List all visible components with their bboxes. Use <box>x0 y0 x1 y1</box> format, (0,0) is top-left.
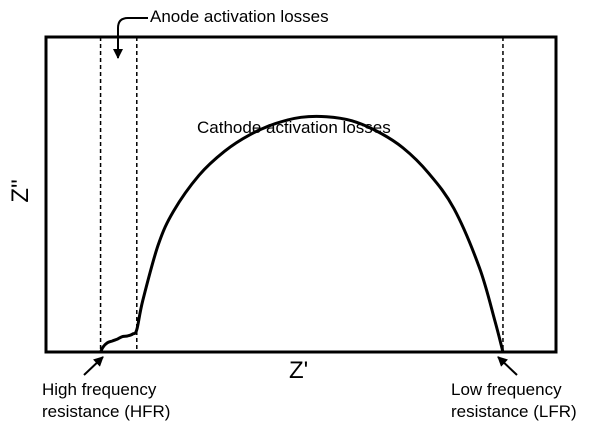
lfr-annotation-line2: resistance (LFR) <box>451 402 577 421</box>
plot-frame <box>44 35 558 354</box>
lfr-annotation-line1: Low frequency <box>451 380 562 399</box>
impedance-curve <box>99 114 505 353</box>
lfr-arrow <box>497 356 518 376</box>
anode-annotation: Anode activation losses <box>150 7 329 26</box>
reference-lines <box>99 37 504 352</box>
anode-arrow <box>113 17 148 59</box>
y-axis-label: Z" <box>7 179 34 203</box>
hfr-annotation-line2: resistance (HFR) <box>42 402 171 421</box>
cathode-annotation: Cathode activation losses <box>197 118 391 137</box>
x-axis-label: Z' <box>289 357 309 384</box>
hfr-annotation-line1: High frequency <box>42 380 157 399</box>
hfr-arrow <box>83 356 104 376</box>
